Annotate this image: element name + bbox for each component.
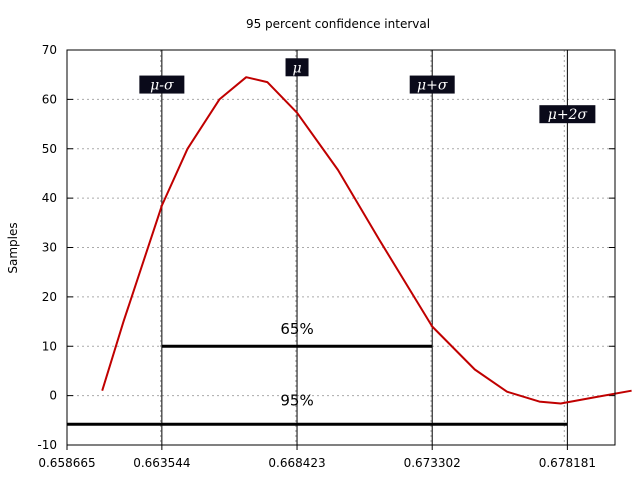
y-tick-label: 10	[42, 339, 57, 353]
marker-label: μ-σ	[150, 78, 174, 94]
series-line	[101, 76, 632, 405]
y-tick-label: 50	[42, 142, 57, 156]
marks: μ-σ μ μ+σ μ+2σ 65% 95%	[67, 50, 632, 445]
x-tick-label: 0.663544	[133, 456, 190, 470]
marker-label-box	[539, 105, 596, 124]
x-tick-label: 0.673302	[404, 456, 461, 470]
interval-label: 95%	[280, 392, 313, 410]
y-axis-label: Samples	[6, 222, 20, 273]
interval-label: 65%	[280, 320, 313, 338]
y-tick-label: 40	[42, 191, 57, 205]
x-tick-label: 0.658665	[38, 456, 95, 470]
grid: -10 0 10 20 30 40 50 60 70 0.658665 0.663544 0.6684…	[37, 43, 615, 470]
marker-label-box	[285, 58, 309, 77]
plot-frame	[66, 49, 616, 446]
y-tick-label: 0	[49, 389, 57, 403]
y-tick-label: 30	[42, 241, 57, 255]
marker-label: μ+2σ	[548, 107, 588, 123]
y-tick-label: 60	[42, 92, 57, 106]
marker-label-box	[139, 75, 185, 94]
y-tick-label: 70	[42, 43, 57, 57]
marker-label-box	[409, 75, 455, 94]
y-tick-label: 20	[42, 290, 57, 304]
marker-label: μ+σ	[417, 78, 448, 94]
x-tick-label: 0.668423	[268, 456, 325, 470]
marker-label: μ	[292, 60, 301, 76]
y-tick-label: -10	[37, 438, 57, 452]
x-tick-label: 0.678181	[539, 456, 596, 470]
chart-title: 95 percent confidence interval	[246, 17, 430, 31]
